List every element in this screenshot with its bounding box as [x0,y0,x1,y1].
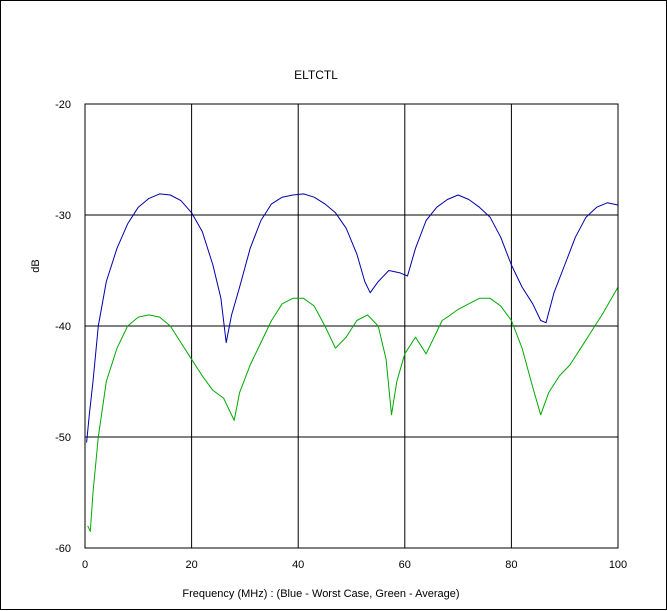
y-tick-label: -30 [55,210,71,222]
plot-area-border [84,103,619,549]
x-tick-label: 20 [185,559,197,571]
chart-title: ELTCTL [294,68,338,82]
grid [84,103,619,549]
tick-labels: 0 20 40 60 80 100 -20 -30 -40 -50 -60 [55,99,627,571]
x-tick-label: 100 [609,559,627,571]
x-axis-label: Frequency (MHz) : (Blue - Worst Case, Gr… [182,588,459,600]
y-tick-label: -40 [55,321,71,333]
series-line-2 [87,286,619,532]
x-tick-label: 40 [292,559,304,571]
x-tick-label: 60 [399,559,411,571]
x-tick-label: 0 [82,559,88,571]
x-tick-label: 80 [505,559,517,571]
y-tick-label: -60 [55,543,71,555]
y-tick-label: -50 [55,432,71,444]
y-tick-label: -20 [55,99,71,111]
series-lines [86,193,619,532]
y-axis-label: dB [30,259,42,272]
series-line-1 [86,193,619,443]
